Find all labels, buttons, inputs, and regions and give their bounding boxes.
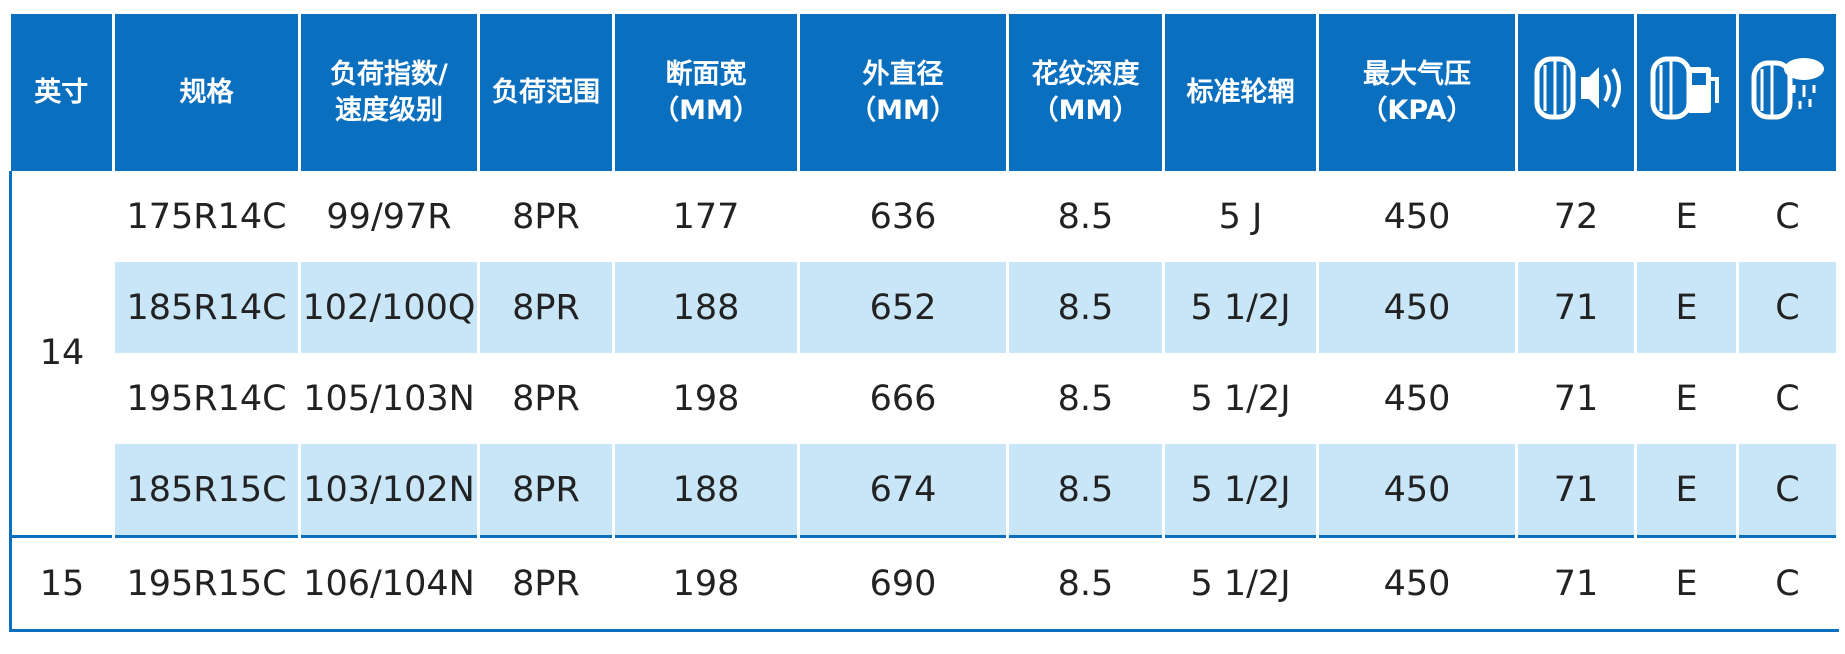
header-text: （MM） bbox=[1031, 94, 1140, 126]
noise-icon-cell bbox=[1515, 14, 1637, 171]
header-cell: 英寸 bbox=[10, 14, 115, 171]
table-cell: E bbox=[1634, 535, 1739, 632]
table-cell: 8.5 bbox=[1006, 353, 1165, 444]
header-cell: 断面宽 （MM） bbox=[612, 14, 800, 171]
header-cell: 最大气压 （KPA） bbox=[1316, 14, 1518, 171]
table-row: 185R15C 103/102N 8PR 188 674 8.5 5 1/2J 450 71 E C bbox=[11, 444, 1839, 537]
table-cell: 8.5 bbox=[1006, 444, 1165, 537]
header-text: （KPA） bbox=[1360, 94, 1474, 126]
header-text: 最大气压 bbox=[1363, 59, 1471, 91]
table-cell: 99/97R bbox=[298, 171, 480, 262]
table-cell: 5 1/2J bbox=[1162, 535, 1319, 632]
table-row: 15 195R15C 106/104N 8PR 198 690 8.5 5 1/2J 450 71… bbox=[9, 535, 1839, 632]
spec-table: 英寸 规格 负荷指数/速度级别 负荷范围 断面宽 （MM） 外直径 （MM） 花纹深度 （MM）标… bbox=[9, 14, 1839, 632]
header-text: 速度级别 bbox=[335, 94, 443, 126]
header-text: 外直径 bbox=[862, 59, 944, 91]
table-cell: 8.5 bbox=[1006, 262, 1165, 353]
header-text: 英寸 bbox=[34, 76, 89, 108]
noise-icon bbox=[1534, 56, 1621, 120]
header-cell: 负荷范围 bbox=[477, 14, 615, 171]
table-cell: 8PR bbox=[477, 353, 615, 444]
header-cell: 标准轮辋 bbox=[1162, 14, 1319, 171]
header-cell: 负荷指数/速度级别 bbox=[298, 14, 480, 171]
table-cell: 666 bbox=[797, 353, 1009, 444]
table-cell: 5 1/2J bbox=[1162, 353, 1319, 444]
table-cell: 177 bbox=[612, 171, 800, 262]
table-cell: 198 bbox=[612, 535, 800, 632]
fuel-icon-cell bbox=[1634, 14, 1739, 171]
table-cell: 175R14C bbox=[112, 171, 301, 262]
size-cell: 14 bbox=[9, 171, 115, 537]
table-cell: E bbox=[1634, 353, 1739, 444]
table-cell: 8PR bbox=[477, 171, 615, 262]
header-cell: 外直径 （MM） bbox=[797, 14, 1009, 171]
header-text: （MM） bbox=[849, 94, 957, 126]
table-cell: 450 bbox=[1316, 535, 1518, 632]
table-row: 185R14C 102/100Q 8PR 188 652 8.5 5 1/2J 450 71 E C bbox=[11, 262, 1839, 353]
table-cell: 195R15C bbox=[112, 535, 301, 632]
table-cell: 185R15C bbox=[112, 444, 301, 537]
table-cell: 71 bbox=[1515, 535, 1637, 632]
header-row: 英寸 规格 负荷指数/速度级别 负荷范围 断面宽 （MM） 外直径 （MM） 花纹深度 （MM）标… bbox=[10, 14, 1839, 171]
table-cell: 188 bbox=[612, 262, 800, 353]
header-text: 负荷指数/ bbox=[330, 59, 448, 91]
header-text: 断面宽 bbox=[665, 59, 747, 91]
table-cell: 652 bbox=[797, 262, 1009, 353]
table-cell: 450 bbox=[1316, 444, 1518, 537]
table-cell: E bbox=[1634, 444, 1739, 537]
table-cell: E bbox=[1634, 262, 1739, 353]
table-cell: 5 1/2J bbox=[1162, 262, 1319, 353]
table-cell: 72 bbox=[1515, 171, 1637, 262]
table-cell: 450 bbox=[1316, 262, 1518, 353]
table-cell: 71 bbox=[1515, 262, 1637, 353]
header-cell: 花纹深度 （MM） bbox=[1006, 14, 1165, 171]
table-cell: 636 bbox=[797, 171, 1009, 262]
table-cell: C bbox=[1736, 171, 1839, 262]
table-cell: 198 bbox=[612, 353, 800, 444]
table-cell: 103/102N bbox=[298, 444, 480, 537]
table-cell: 102/100Q bbox=[298, 262, 480, 353]
table-cell: 185R14C bbox=[112, 262, 301, 353]
table-cell: 8PR bbox=[477, 262, 615, 353]
header-cell: 规格 bbox=[112, 14, 301, 171]
table-cell: 5 J bbox=[1162, 171, 1319, 262]
table-row: 195R14C 105/103N 8PR 198 666 8.5 5 1/2J 450 71 E C bbox=[11, 353, 1839, 444]
table-row: 14 175R14C 99/97R 8PR 177 636 8.5 5 J 450 72 E C bbox=[9, 171, 1839, 537]
table-cell: 195R14C bbox=[112, 353, 301, 444]
table-cell: 71 bbox=[1515, 444, 1637, 537]
table-cell: C bbox=[1736, 535, 1839, 632]
table-cell: C bbox=[1736, 444, 1839, 537]
table-cell: 105/103N bbox=[298, 353, 480, 444]
table-cell: 8.5 bbox=[1006, 171, 1165, 262]
table-cell: C bbox=[1736, 353, 1839, 444]
table-cell: C bbox=[1736, 262, 1839, 353]
table-cell: 8PR bbox=[477, 444, 615, 537]
table-body: 14 175R14C 99/97R 8PR 177 636 8.5 5 J 450 72 E C 185… bbox=[9, 171, 1839, 632]
table-cell: 450 bbox=[1316, 171, 1518, 262]
header-text: （MM） bbox=[652, 94, 760, 126]
header-text: 花纹深度 bbox=[1031, 59, 1140, 91]
wet-icon-cell bbox=[1736, 14, 1839, 171]
header-text: 标准轮辋 bbox=[1186, 76, 1295, 108]
table-cell: 690 bbox=[797, 535, 1009, 632]
table-cell: 188 bbox=[612, 444, 800, 537]
table-cell: 106/104N bbox=[298, 535, 480, 632]
table-cell: 450 bbox=[1316, 353, 1518, 444]
table-cell: 71 bbox=[1515, 353, 1637, 444]
table-cell: E bbox=[1634, 171, 1739, 262]
table-cell: 674 bbox=[797, 444, 1009, 537]
fuel-icon bbox=[1650, 56, 1719, 120]
size-cell: 15 bbox=[9, 535, 115, 632]
wet-icon bbox=[1751, 57, 1824, 120]
header-text: 规格 bbox=[179, 76, 234, 108]
table-cell: 5 1/2J bbox=[1162, 444, 1319, 537]
table-cell: 8PR bbox=[477, 535, 615, 632]
header-text: 负荷范围 bbox=[492, 76, 600, 108]
table-cell: 8.5 bbox=[1006, 535, 1165, 632]
